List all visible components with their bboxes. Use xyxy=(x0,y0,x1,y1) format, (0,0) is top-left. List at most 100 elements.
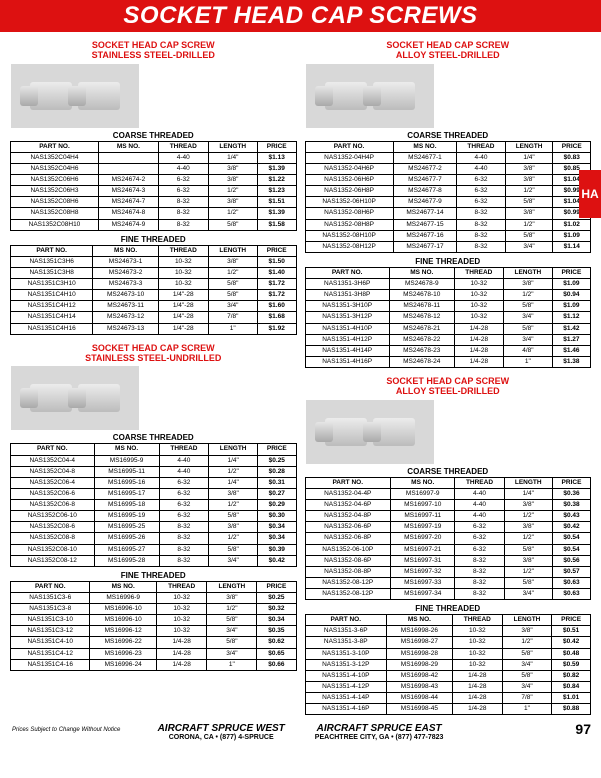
table-cell: 10-32 xyxy=(452,626,502,637)
table-row: NAS1351C4H14MS24673-121/4"-287/8"$1.68 xyxy=(11,312,297,323)
table-cell: $1.51 xyxy=(257,197,296,208)
table-cell: 3/8" xyxy=(207,592,257,603)
table-cell: NAS1351-3-8P xyxy=(305,637,387,648)
table-cell: MS24673-2 xyxy=(93,267,159,278)
table-cell: MS16996-10 xyxy=(90,615,156,626)
table-cell: 1" xyxy=(502,704,551,715)
page-number: 97 xyxy=(575,721,591,737)
table-cell: $1.39 xyxy=(257,163,296,174)
table-cell: NAS1351-3H8P xyxy=(305,290,389,301)
table-row: NAS1352C04-8MS16995-114-401/2"$0.28 xyxy=(11,466,297,477)
table-cell: MS16998-27 xyxy=(387,637,453,648)
column-header: PART NO. xyxy=(11,444,95,455)
table-cell: $0.34 xyxy=(258,522,296,533)
table-cell: $0.34 xyxy=(257,615,296,626)
table-cell: 8-32 xyxy=(455,555,504,566)
table-cell: MS24673-10 xyxy=(93,290,159,301)
table-cell: 3/8" xyxy=(504,279,553,290)
table-cell: 4-40 xyxy=(455,500,504,511)
table-cell: 3/8" xyxy=(208,175,257,186)
table-cell: 1/4-28 xyxy=(452,681,502,692)
column-header: MS NO. xyxy=(93,245,159,256)
table-cell: NAS1351C3-10 xyxy=(11,615,90,626)
column-header: PRICE xyxy=(258,444,296,455)
table-cell: MS16995-16 xyxy=(94,477,159,488)
column-header: PRICE xyxy=(552,615,591,626)
table-cell: NAS1352C06H6 xyxy=(11,175,99,186)
table-cell: MS24673-11 xyxy=(93,301,159,312)
table-cell: $0.63 xyxy=(552,589,590,600)
table-cell: 4-40 xyxy=(455,511,504,522)
table-cell: NAS1351C3-6 xyxy=(11,592,90,603)
table-cell: 4-40 xyxy=(457,163,505,174)
table-row: NAS1351C3H8MS24673-210-321/2"$1.40 xyxy=(11,267,297,278)
price-table: PART NO.MS NO.THREADLENGTHPRICENAS1351C3… xyxy=(10,245,297,335)
table-cell: 6-32 xyxy=(455,544,504,555)
table-cell: 3/8" xyxy=(209,488,258,499)
table-cell: $0.84 xyxy=(552,681,591,692)
table-cell: 1/4-28 xyxy=(454,323,503,334)
table-cell: $1.09 xyxy=(552,301,590,312)
table-row: NAS1352-04H6PMS24677-24-403/8"$0.85 xyxy=(305,163,591,174)
column-header: MS NO. xyxy=(98,141,158,152)
table-row: NAS1351C4-12MS16996-231/4-283/4"$0.65 xyxy=(11,648,297,659)
table-row: NAS1351-4H14PMS24678-231/4-284/8"$1.46 xyxy=(305,345,591,356)
table-cell: NAS1351C4-12 xyxy=(11,648,90,659)
table-row: NAS1351-4H12PMS24678-221/4-283/4"$1.27 xyxy=(305,334,591,345)
table-row: NAS1351-3H10PMS24678-1110-325/8"$1.09 xyxy=(305,301,591,312)
table-cell: NAS1351-3-6P xyxy=(305,626,387,637)
price-table: PART NO.MS NO.THREADLENGTHPRICENAS1352C0… xyxy=(10,443,297,566)
table-cell: 8-32 xyxy=(159,522,209,533)
table-cell: $0.56 xyxy=(552,555,590,566)
table-cell: NAS1352-08H6P xyxy=(305,208,393,219)
table-cell: MS16997-10 xyxy=(390,500,455,511)
table-cell: 1" xyxy=(208,323,257,334)
table-cell: 3/4" xyxy=(504,312,553,323)
table-row: NAS1352-08-6PMS16997-318-323/8"$0.56 xyxy=(305,555,591,566)
table-row: NAS1351-4-14PMS16998-441/4-287/8"$1.01 xyxy=(305,693,591,704)
table-cell: $0.59 xyxy=(552,659,591,670)
table-row: NAS1351-4H10PMS24678-211/4-285/8"$1.42 xyxy=(305,323,591,334)
table-cell: $0.34 xyxy=(258,533,296,544)
column-header: PART NO. xyxy=(11,141,99,152)
table-cell: MS24674-7 xyxy=(98,197,158,208)
table-cell: 3/8" xyxy=(209,522,258,533)
table-cell: $1.72 xyxy=(257,290,296,301)
table-row: NAS1352C08-8MS16995-268-321/2"$0.34 xyxy=(11,533,297,544)
right-column: SOCKET HEAD CAP SCREWALLOY STEEL-DRILLED… xyxy=(305,36,592,719)
table-cell: 1/4-28 xyxy=(452,693,502,704)
column-header: THREAD xyxy=(457,141,505,152)
table-cell: 10-32 xyxy=(156,626,206,637)
table-cell: 1/4" xyxy=(209,477,258,488)
table-cell: $1.68 xyxy=(257,312,296,323)
table-cell: MS24678-23 xyxy=(389,345,454,356)
table-cell: 10-32 xyxy=(156,604,206,615)
table-cell: NAS1351-3H12P xyxy=(305,312,389,323)
table-cell: NAS1352-06H6P xyxy=(305,175,393,186)
table-cell: MS24677-2 xyxy=(393,163,457,174)
table-cell: $0.66 xyxy=(257,659,296,670)
section-title: SOCKET HEAD CAP SCREWALLOY STEEL-DRILLED xyxy=(305,376,592,397)
table-cell: $0.83 xyxy=(553,152,591,163)
table-cell: MS16998-26 xyxy=(387,626,453,637)
table-cell: 1/2" xyxy=(208,267,257,278)
table-cell xyxy=(98,152,158,163)
table-cell: NAS1352-08-6P xyxy=(305,555,390,566)
table-cell: 5/8" xyxy=(504,577,552,588)
column-header: PRICE xyxy=(257,581,296,592)
table-cell: $1.09 xyxy=(553,230,591,241)
table-cell: 8-32 xyxy=(455,577,504,588)
table-cell: 10-32 xyxy=(156,615,206,626)
table-cell: MS16997-21 xyxy=(390,544,455,555)
table-row: NAS1352C06H3MS24674-36-321/2"$1.23 xyxy=(11,186,297,197)
table-cell: NAS1352-08H10P xyxy=(305,230,393,241)
table-cell: 1/2" xyxy=(209,466,258,477)
table-cell: NAS1351C4-10 xyxy=(11,637,90,648)
column-header: THREAD xyxy=(159,444,209,455)
table-row: NAS1352C06H6MS24674-26-323/8"$1.22 xyxy=(11,175,297,186)
table-caption: COARSE THREADED xyxy=(305,131,592,140)
table-row: NAS1352C08H8MS24674-88-321/2"$1.39 xyxy=(11,208,297,219)
table-row: NAS1352-08-12PMS16997-348-323/4"$0.63 xyxy=(305,589,591,600)
table-cell: 6-32 xyxy=(158,186,208,197)
table-cell: 1/4" xyxy=(208,152,257,163)
